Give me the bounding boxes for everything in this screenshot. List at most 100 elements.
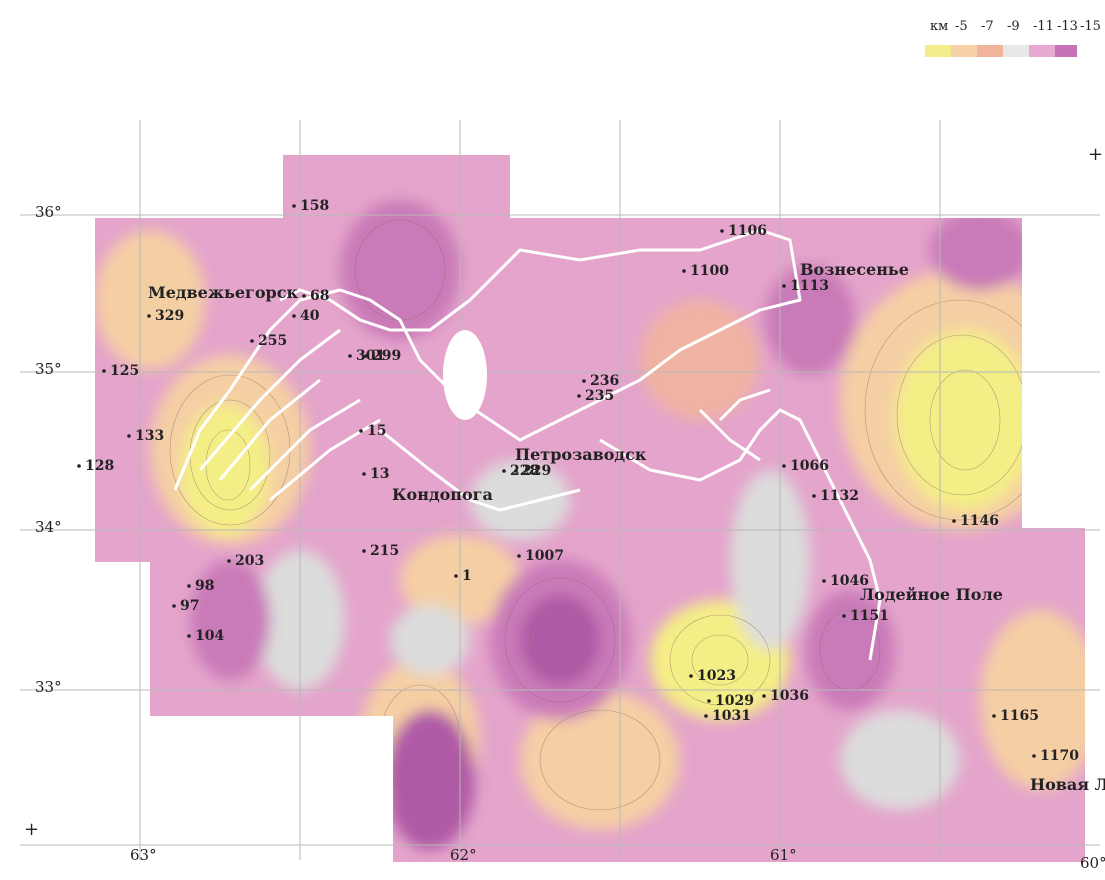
station-label: 68 [310,288,329,304]
station-label: 128 [85,458,114,474]
station-label: 1146 [960,513,999,529]
town-label-voznesenye: Вознесенье [800,260,909,279]
station-label: 133 [135,428,164,444]
station-label: 1066 [790,458,829,474]
station-dot [952,519,956,523]
legend-swatch-5 [1029,45,1055,57]
station-label: 1046 [830,573,869,589]
station-dot [822,579,826,583]
station-dot [187,584,191,588]
station-dot [292,204,296,208]
station-dot [147,314,151,318]
legend-tick: -7 [981,19,994,34]
station-label: 1165 [1000,708,1039,724]
station-label: 125 [110,363,139,379]
low-zone-1113 [765,265,855,375]
station-label: 158 [300,198,329,214]
station-dot [302,294,306,298]
station-dot [992,714,996,718]
town-label-kondopoga: Кондопога [392,485,493,504]
corner-marker: + [1088,144,1103,165]
legend: км -5 -7 -9 -11 -13 -15 [925,19,1101,57]
station-dot [1032,754,1036,758]
station-label: 1113 [790,278,829,294]
station-dot [682,269,686,273]
station-label: 301 [356,348,385,364]
station-label: 1100 [690,263,729,279]
station-label: 1106 [728,223,767,239]
corner-marker: + [24,819,39,840]
station-dot [842,614,846,618]
station-dot [720,229,724,233]
station-dot [782,284,786,288]
station-dot [362,472,366,476]
grey-zone-4 [840,710,960,810]
town-label-lodeynoe-pole: Лодейное Поле [860,585,1003,604]
station-label: 215 [370,543,399,559]
town-labels: Медвежьегорск Кондопога Петрозаводск Воз… [148,260,1105,794]
station-label: 229 [522,463,551,479]
latitude-label-60: 60° [1080,854,1105,872]
station-dot [454,574,458,578]
degree-labels: 33° 34° 35° 36° 63° 62° 61° 60° [35,203,1105,872]
station-dot [187,634,191,638]
station-label: 97 [180,598,199,614]
station-dot [250,339,254,343]
station-label: 203 [235,553,264,569]
station-label: 1151 [850,608,889,624]
station-dot [227,559,231,563]
low-zone-southeast [930,210,1030,290]
longitude-label-35: 35° [35,360,62,378]
low-core-west [520,595,600,685]
latitude-label-61: 61° [770,846,797,864]
peach-zone-south [520,690,680,830]
station-label: 329 [155,308,184,324]
lake-island-fill [443,330,487,420]
station-label: 236 [590,373,619,389]
station-dot [77,464,81,468]
station-label: 1170 [1040,748,1079,764]
station-dot [102,369,106,373]
town-label-petrozavodsk: Петрозаводск [515,445,647,464]
station-label: 1132 [820,488,859,504]
station-label: 1 [462,568,472,584]
station-label: 228 [510,463,539,479]
low-zone-corner [385,710,475,850]
legend-swatch-3 [977,45,1003,57]
station-dot [582,379,586,383]
latitude-label-62: 62° [450,846,477,864]
legend-tick: -9 [1007,19,1020,34]
station-dot [704,714,708,718]
station-dot [502,469,506,473]
station-label: 235 [585,388,614,404]
legend-swatch-4 [1003,45,1029,57]
station-label: 98 [195,578,214,594]
low-zone-104 [190,560,270,680]
low-zone-1151 [805,590,895,710]
lake-onega-shoreline [173,228,882,661]
yellow-core-kondopoga [180,405,270,535]
legend-unit: км [930,19,948,34]
station-label: 1023 [697,668,736,684]
station-dot [577,394,581,398]
yellow-core-lodeynoe [895,330,1035,510]
station-dot [707,699,711,703]
station-label: 15 [367,423,386,439]
legend-swatch-2 [951,45,977,57]
station-label: 40 [300,308,320,324]
grey-zone-2 [470,460,570,540]
station-label: 1007 [525,548,564,564]
legend-swatch-6 [1055,45,1077,57]
station-dot [812,494,816,498]
longitude-label-33: 33° [35,678,62,696]
low-zone-east [340,200,460,340]
peach-zone-center [640,300,760,420]
station-dot [517,554,521,558]
legend-swatch-1 [925,45,951,57]
station-dot [689,674,693,678]
station-dot [762,694,766,698]
station-label: 1029 [715,693,754,709]
latitude-label-63: 63° [130,846,157,864]
